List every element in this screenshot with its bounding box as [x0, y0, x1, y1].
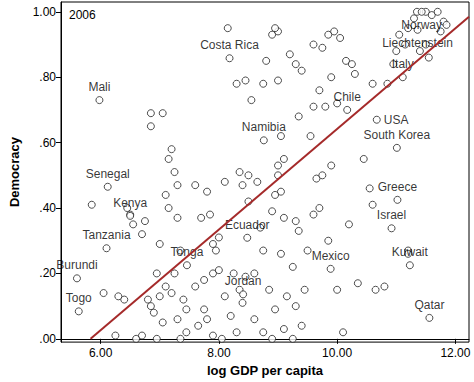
- svg-text:1.00: 1.00: [33, 5, 57, 19]
- svg-text:Greece: Greece: [378, 180, 418, 194]
- svg-text:.80: .80: [39, 70, 56, 84]
- svg-text:12.00: 12.00: [440, 346, 470, 360]
- svg-text:Ecuador: Ecuador: [224, 217, 270, 232]
- svg-text:6.00: 6.00: [89, 346, 113, 360]
- svg-text:Togo: Togo: [66, 291, 92, 305]
- svg-text:Jordan: Jordan: [225, 274, 262, 288]
- svg-text:Israel: Israel: [377, 208, 406, 222]
- svg-text:Qatar: Qatar: [414, 298, 444, 312]
- svg-text:10.00: 10.00: [322, 346, 352, 360]
- svg-text:Italy: Italy: [392, 57, 414, 71]
- svg-text:Tonga: Tonga: [170, 245, 204, 260]
- svg-text:South Korea: South Korea: [364, 128, 431, 142]
- svg-text:log GDP per capita: log GDP per capita: [207, 363, 324, 378]
- svg-text:Namibia: Namibia: [242, 120, 286, 134]
- svg-text:Costa Rica: Costa Rica: [200, 38, 259, 52]
- svg-text:2006: 2006: [69, 8, 96, 22]
- svg-text:.40: .40: [39, 201, 56, 215]
- svg-text:Norway: Norway: [401, 18, 442, 32]
- svg-text:Kuwait: Kuwait: [392, 245, 429, 259]
- svg-text:Liechtenstein: Liechtenstein: [382, 36, 453, 50]
- svg-text:Democracy: Democracy: [7, 136, 22, 207]
- svg-text:Senegal: Senegal: [86, 167, 130, 181]
- svg-text:Chile: Chile: [334, 90, 362, 104]
- svg-text:.00: .00: [39, 332, 56, 346]
- svg-text:Kenya: Kenya: [113, 196, 147, 210]
- svg-text:Tanzania: Tanzania: [83, 228, 131, 242]
- svg-text:Burundi: Burundi: [56, 258, 97, 272]
- svg-text:USA: USA: [384, 113, 409, 127]
- svg-text:8.00: 8.00: [207, 346, 231, 360]
- svg-text:Mali: Mali: [88, 80, 110, 94]
- svg-text:Mexico: Mexico: [312, 249, 350, 263]
- svg-text:.20: .20: [39, 266, 56, 280]
- svg-text:.60: .60: [39, 136, 56, 150]
